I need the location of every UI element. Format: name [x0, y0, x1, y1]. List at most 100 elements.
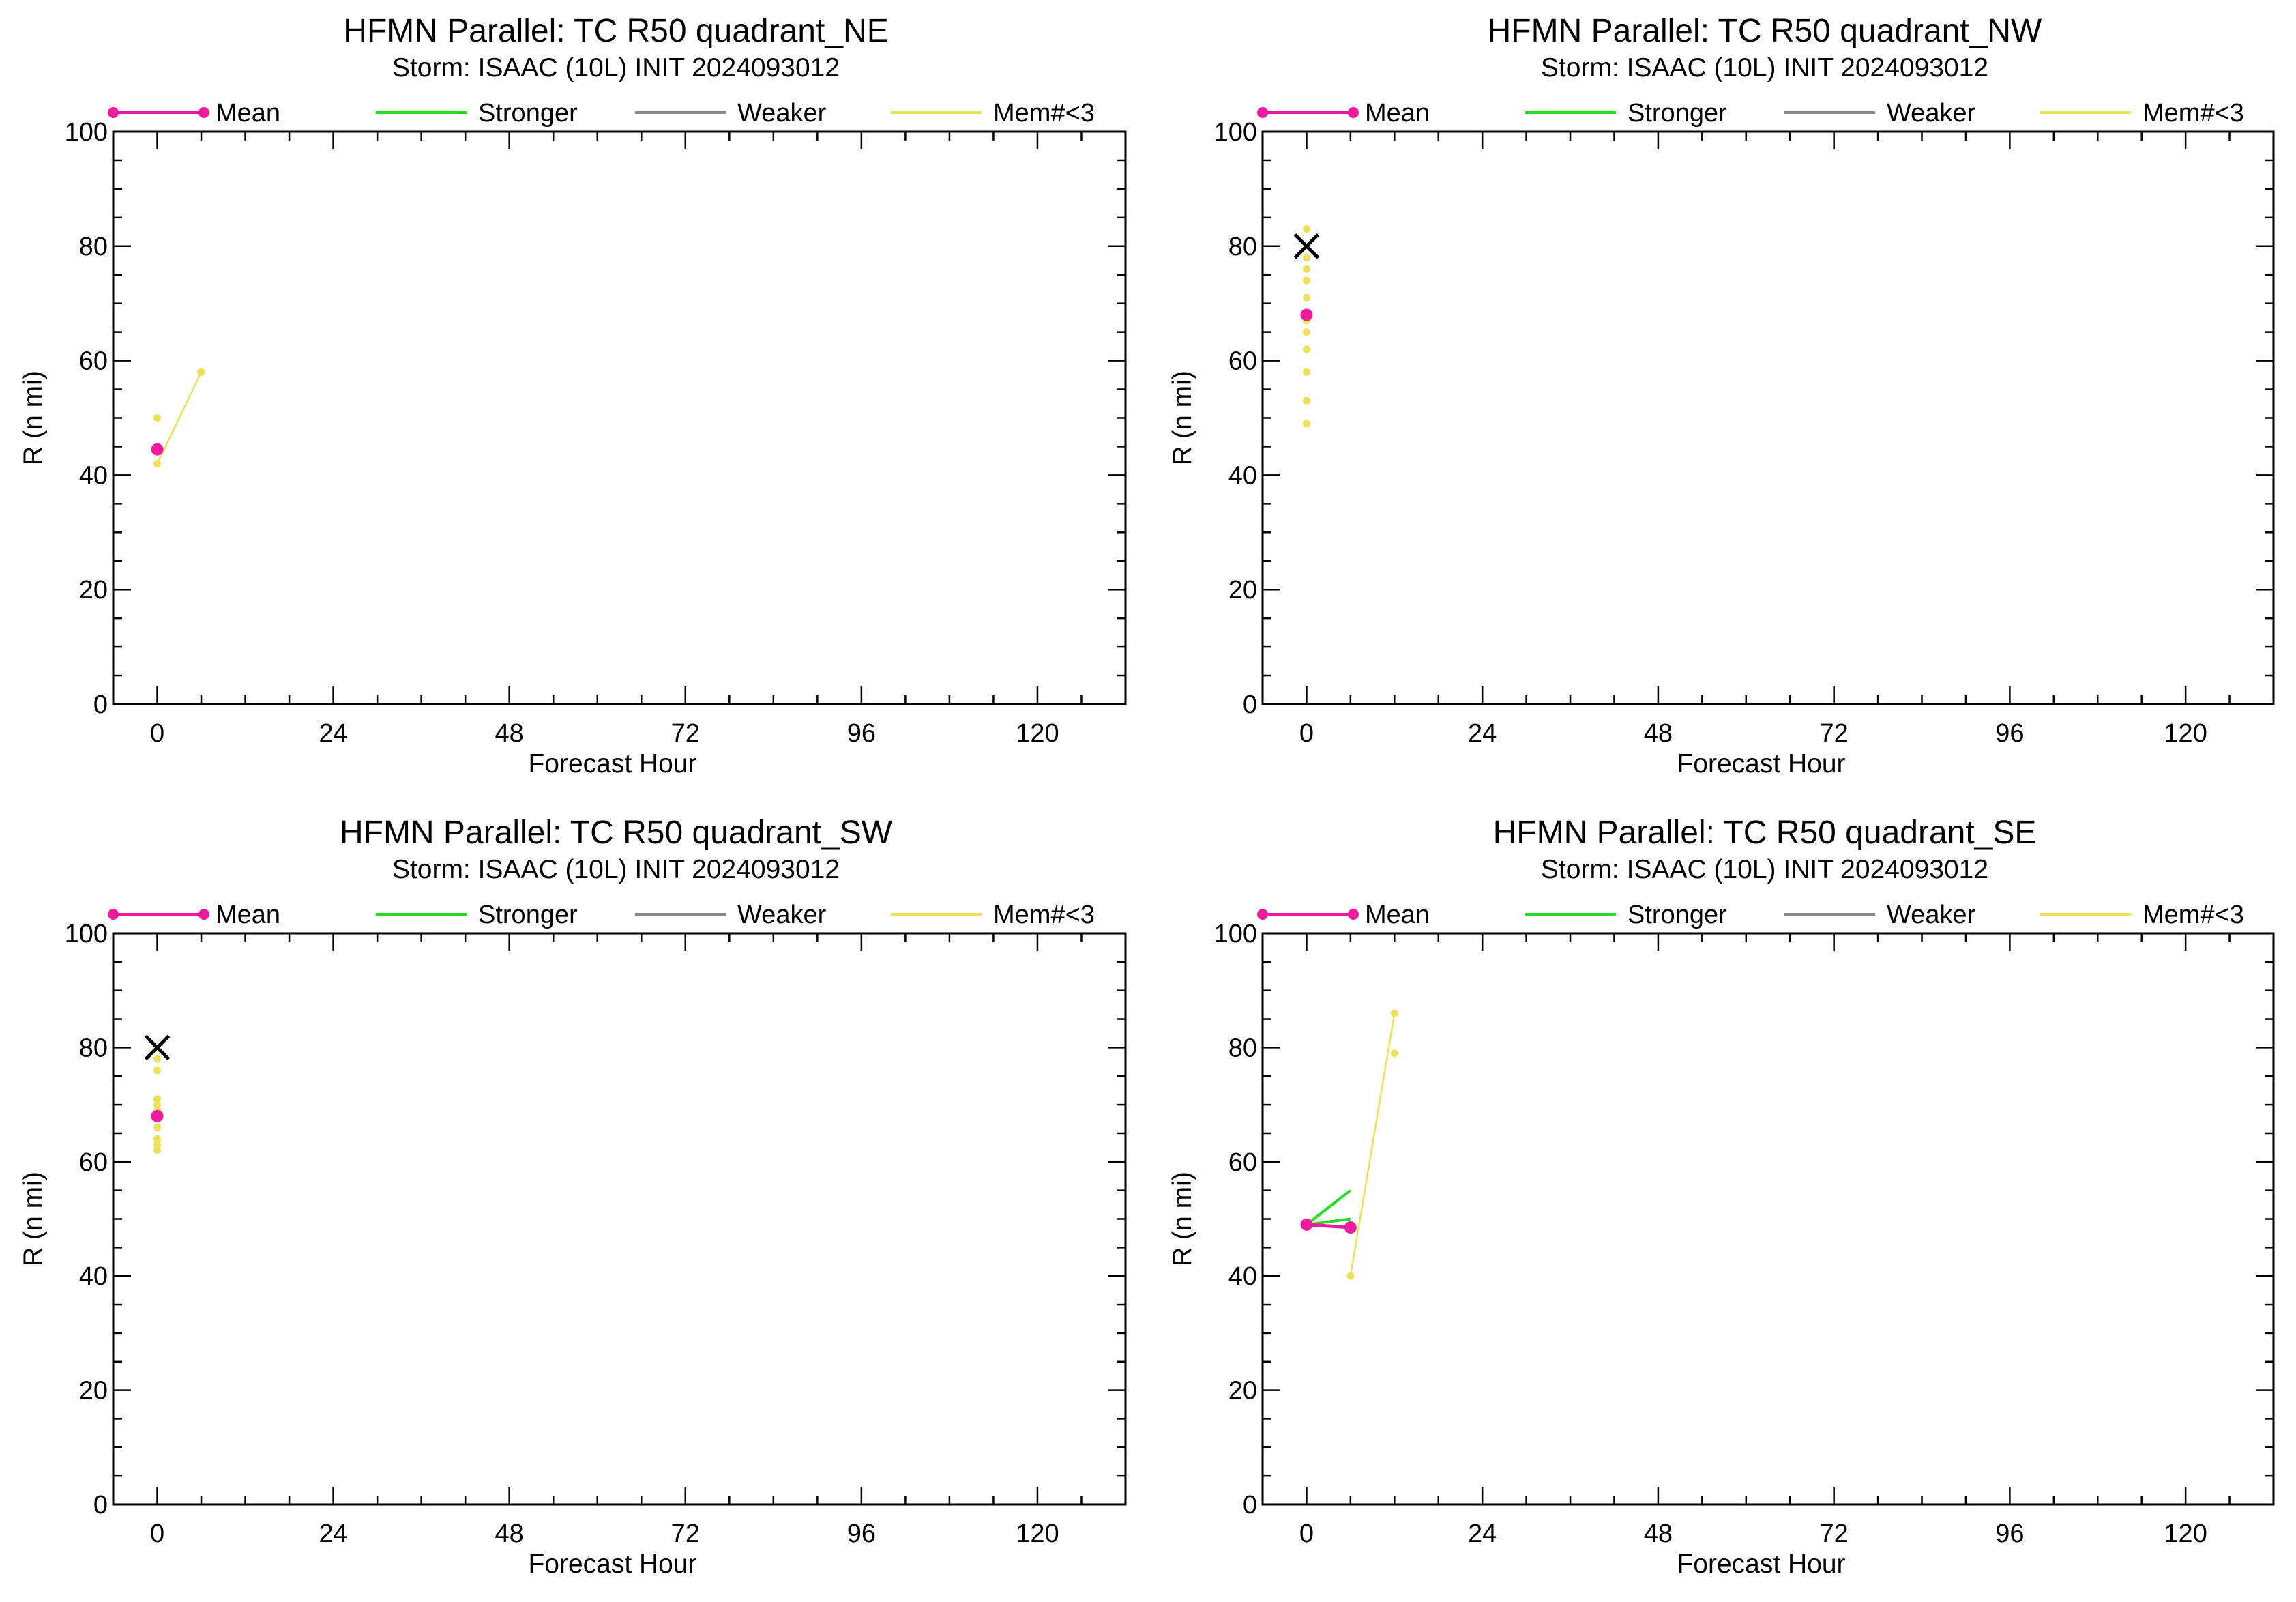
data-point [153, 1101, 162, 1109]
y-tick-label: 20 [1228, 576, 1257, 605]
legend-label: Mem#<3 [993, 901, 1095, 929]
data-point [1302, 293, 1310, 302]
legend-marker [1348, 107, 1359, 118]
best-track-marker [1293, 233, 1320, 259]
x-axis-label: Forecast Hour [1677, 749, 1845, 778]
legend-label: Mean [1365, 99, 1430, 128]
series-line [1306, 1189, 1352, 1226]
data-point [1302, 368, 1310, 376]
plot-frame [1261, 130, 2275, 705]
chart-title: HFMN Parallel: TC R50 quadrant_NE [343, 13, 888, 49]
data-point [1344, 1221, 1357, 1234]
data-point [153, 460, 162, 468]
data-point [1302, 345, 1310, 353]
x-tick-label: 96 [1995, 719, 2024, 748]
y-tick-label: 100 [1214, 118, 1257, 147]
best-track-stroke [1293, 233, 1320, 259]
data-point [153, 1135, 162, 1143]
chart-subtitle: Storm: ISAAC (10L) INIT 2024093012 [392, 53, 840, 83]
y-tick-label: 80 [1228, 1034, 1257, 1062]
data-point [1302, 396, 1310, 405]
y-tick-label: 20 [79, 576, 108, 605]
series-mem-3 [1302, 225, 1310, 428]
x-tick-label: 72 [671, 719, 700, 748]
chart-title: HFMN Parallel: TC R50 quadrant_SW [340, 815, 893, 851]
series-stronger [1306, 1189, 1352, 1226]
y-tick-label: 60 [1228, 1148, 1257, 1177]
y-tick-label: 60 [79, 347, 108, 376]
legend-label: Mean [216, 901, 280, 929]
data-point [151, 1109, 164, 1122]
x-tick-label: 120 [2164, 719, 2207, 748]
x-tick-label: 96 [1995, 1519, 2024, 1548]
series-mean [1300, 308, 1313, 321]
x-tick-label: 72 [1820, 1519, 1849, 1548]
x-tick-label: 24 [319, 719, 347, 748]
legend-marker [108, 909, 119, 920]
legend: Mean Stronger Weaker Mem#<3 [1257, 901, 2244, 929]
chart-title: HFMN Parallel: TC R50 quadrant_NW [1488, 13, 2042, 49]
y-tick-label: 20 [79, 1377, 108, 1406]
data-point [1302, 276, 1310, 285]
x-tick-label: 96 [847, 719, 876, 748]
x-tick-label: 48 [495, 1519, 524, 1548]
y-tick-label: 60 [79, 1148, 108, 1177]
x-tick-label: 0 [150, 1519, 164, 1548]
chart-subtitle: Storm: ISAAC (10L) INIT 2024093012 [1541, 855, 1988, 884]
x-tick-label: 72 [671, 1519, 700, 1548]
data-point [153, 1146, 162, 1154]
y-tick-label: 20 [1228, 1377, 1257, 1406]
data-point [1302, 328, 1310, 336]
data-point [153, 1124, 162, 1132]
series-mem-3 [1346, 1009, 1398, 1280]
legend-label: Mem#<3 [2143, 901, 2244, 929]
y-tick-label: 40 [79, 1262, 108, 1291]
series-mean [151, 443, 164, 456]
y-tick-label: 0 [93, 690, 108, 719]
data-point [153, 1066, 162, 1075]
x-tick-label: 48 [495, 719, 524, 748]
data-point [1346, 1272, 1355, 1280]
series-mean [1300, 1218, 1357, 1234]
chart-panel-3: HFMN Parallel: TC R50 quadrant_SW Storm: … [18, 815, 1127, 1579]
chart-title: HFMN Parallel: TC R50 quadrant_SE [1493, 815, 2037, 851]
legend-label: Mem#<3 [2143, 99, 2244, 128]
legend-label: Weaker [1887, 99, 1976, 128]
plot-frame [1261, 932, 2275, 1506]
chart-panel-2: HFMN Parallel: TC R50 quadrant_NW Storm: … [1168, 13, 2275, 778]
data-point [1390, 1009, 1398, 1017]
data-point [1300, 1218, 1313, 1231]
data-point [1302, 254, 1310, 262]
data-point [151, 443, 164, 456]
y-tick-label: 80 [79, 1034, 108, 1062]
series-mem-3 [153, 368, 205, 468]
x-axis-label: Forecast Hour [528, 749, 696, 778]
legend-label: Mem#<3 [993, 99, 1095, 128]
data-point [1302, 420, 1310, 428]
data-point [153, 1141, 162, 1149]
legend: Mean Stronger Weaker Mem#<3 [108, 99, 1095, 128]
legend-label: Stronger [1628, 99, 1727, 128]
chart-panel-1: HFMN Parallel: TC R50 quadrant_NE Storm: … [18, 13, 1127, 778]
data-point [1302, 265, 1310, 273]
data-point [153, 1055, 162, 1063]
x-tick-label: 0 [150, 719, 164, 748]
x-tick-label: 48 [1644, 719, 1673, 748]
best-track-marker [144, 1034, 171, 1061]
y-tick-label: 0 [93, 1491, 108, 1519]
legend-marker [1257, 909, 1268, 920]
data-point [1302, 225, 1310, 233]
series-mean [151, 1109, 164, 1122]
best-track-stroke [144, 1034, 171, 1061]
legend-marker [1348, 909, 1359, 920]
series-line [156, 371, 203, 465]
legend-label: Weaker [1887, 901, 1976, 929]
legend-marker [1257, 107, 1268, 118]
x-tick-label: 120 [1016, 719, 1059, 748]
legend-marker [198, 107, 209, 118]
x-tick-label: 96 [847, 1519, 876, 1548]
x-tick-label: 24 [1468, 1519, 1497, 1548]
chart-subtitle: Storm: ISAAC (10L) INIT 2024093012 [1541, 53, 1988, 83]
legend: Mean Stronger Weaker Mem#<3 [108, 901, 1095, 929]
